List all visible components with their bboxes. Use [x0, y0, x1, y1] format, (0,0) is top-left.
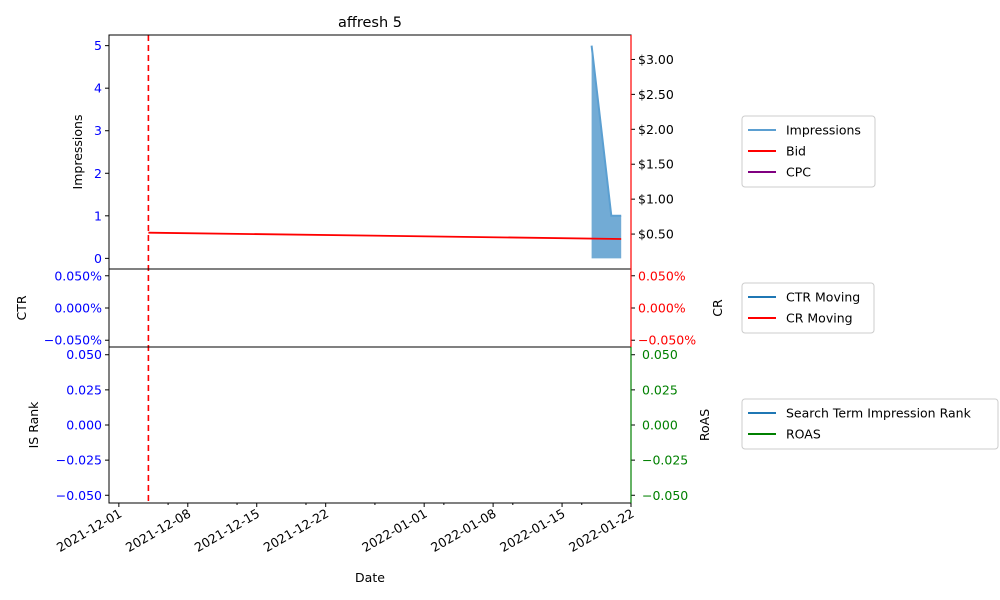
roas-tick-label: −0.025 [642, 453, 688, 468]
date-tick-label: 2021-12-22 [261, 506, 331, 555]
impressions-tick-label: 2 [94, 166, 102, 181]
bid-tick-label: $1.50 [638, 157, 674, 172]
cr-tick-label: −0.050% [638, 333, 696, 348]
top-legend-entry: Impressions [786, 123, 861, 138]
ctr-tick-label: −0.050% [44, 333, 102, 348]
bid-tick-label: $0.50 [638, 227, 674, 242]
impressions-area [591, 45, 622, 259]
date-tick-label: 2021-12-01 [54, 506, 124, 555]
bottom-legend-box [741, 398, 999, 450]
impressions-tick-label: 0 [94, 251, 102, 266]
chart-title: affresh 5 [338, 15, 402, 31]
top-legend-box [741, 115, 876, 188]
bid-line [148, 231, 622, 240]
cr-axis-label: CR [710, 299, 725, 317]
isrank-axis-label: IS Rank [26, 401, 41, 449]
ctr-cr-panel: 0.050% 0.050% 0.000% 0.000% −0.050% −0.050% CT… [14, 268, 725, 347]
bottom-legend-entry: Search Term Impression Rank [786, 406, 972, 421]
impressions-line [590, 45, 622, 217]
bid-tick-label: $3.00 [638, 52, 674, 67]
ctr-axis-label: CTR [14, 295, 29, 320]
bid-tick-label: $1.00 [638, 192, 674, 207]
bottom-axes-frame [108, 346, 632, 504]
date-axis-label: Date [355, 570, 385, 585]
impressions-bid-panel: affresh 5 0 1 2 3 4 5 $0.50 $1.00 $1.50 $2.00 $2.50… [70, 15, 674, 266]
legends: Impressions Bid CPC CTR Moving CR Moving Sear… [741, 115, 999, 450]
isrank-tick-label: 0.000 [66, 418, 102, 433]
date-tick-label: 2021-12-15 [192, 506, 262, 555]
roas-tick-label: 0.050 [642, 347, 678, 362]
impressions-axis-label: Impressions [70, 115, 85, 190]
isrank-tick-label: 0.025 [66, 382, 102, 397]
middle-legend-entry: CTR Moving [786, 290, 860, 305]
bid-tick-label: $2.00 [638, 122, 674, 137]
middle-axes-frame [108, 268, 632, 348]
date-x-axis: 2021-12-012021-12-082021-12-152021-12-22… [54, 503, 637, 585]
isrank-tick-label: 0.050 [66, 347, 102, 362]
date-tick-label: 2022-01-22 [566, 506, 636, 555]
isrank-tick-label: −0.050 [56, 488, 102, 503]
ctr-tick-label: 0.050% [54, 268, 102, 283]
roas-tick-label: 0.000 [642, 418, 678, 433]
cr-tick-label: 0.000% [638, 301, 686, 316]
bottom-legend-entry: ROAS [786, 427, 821, 442]
date-tick-label: 2022-01-01 [359, 506, 429, 555]
impressions-tick-label: 1 [94, 208, 102, 223]
ctr-tick-label: 0.000% [54, 301, 102, 316]
middle-legend-box [741, 282, 875, 334]
impressions-tick-label: 5 [94, 38, 102, 53]
date-tick-label: 2022-01-08 [428, 506, 498, 555]
impressions-tick-label: 4 [94, 81, 102, 96]
roas-tick-label: 0.025 [642, 382, 678, 397]
date-tick-label: 2022-01-15 [497, 506, 567, 555]
roas-tick-label: −0.050 [642, 488, 688, 503]
isrank-roas-panel: 0.050 0.050 0.025 0.025 0.000 0.000 −0.025 −0.0… [26, 347, 712, 503]
bid-tick-label: $2.50 [638, 87, 674, 102]
impressions-tick-label: 3 [94, 123, 102, 138]
middle-legend-entry: CR Moving [786, 311, 853, 326]
top-legend-entry: CPC [786, 165, 811, 180]
isrank-tick-label: −0.025 [56, 453, 102, 468]
date-tick-label: 2021-12-08 [123, 506, 193, 555]
cr-tick-label: 0.050% [638, 268, 686, 283]
axes-frames [108, 34, 632, 504]
top-legend-entry: Bid [786, 144, 806, 159]
roas-axis-label: RoAS [697, 409, 712, 441]
